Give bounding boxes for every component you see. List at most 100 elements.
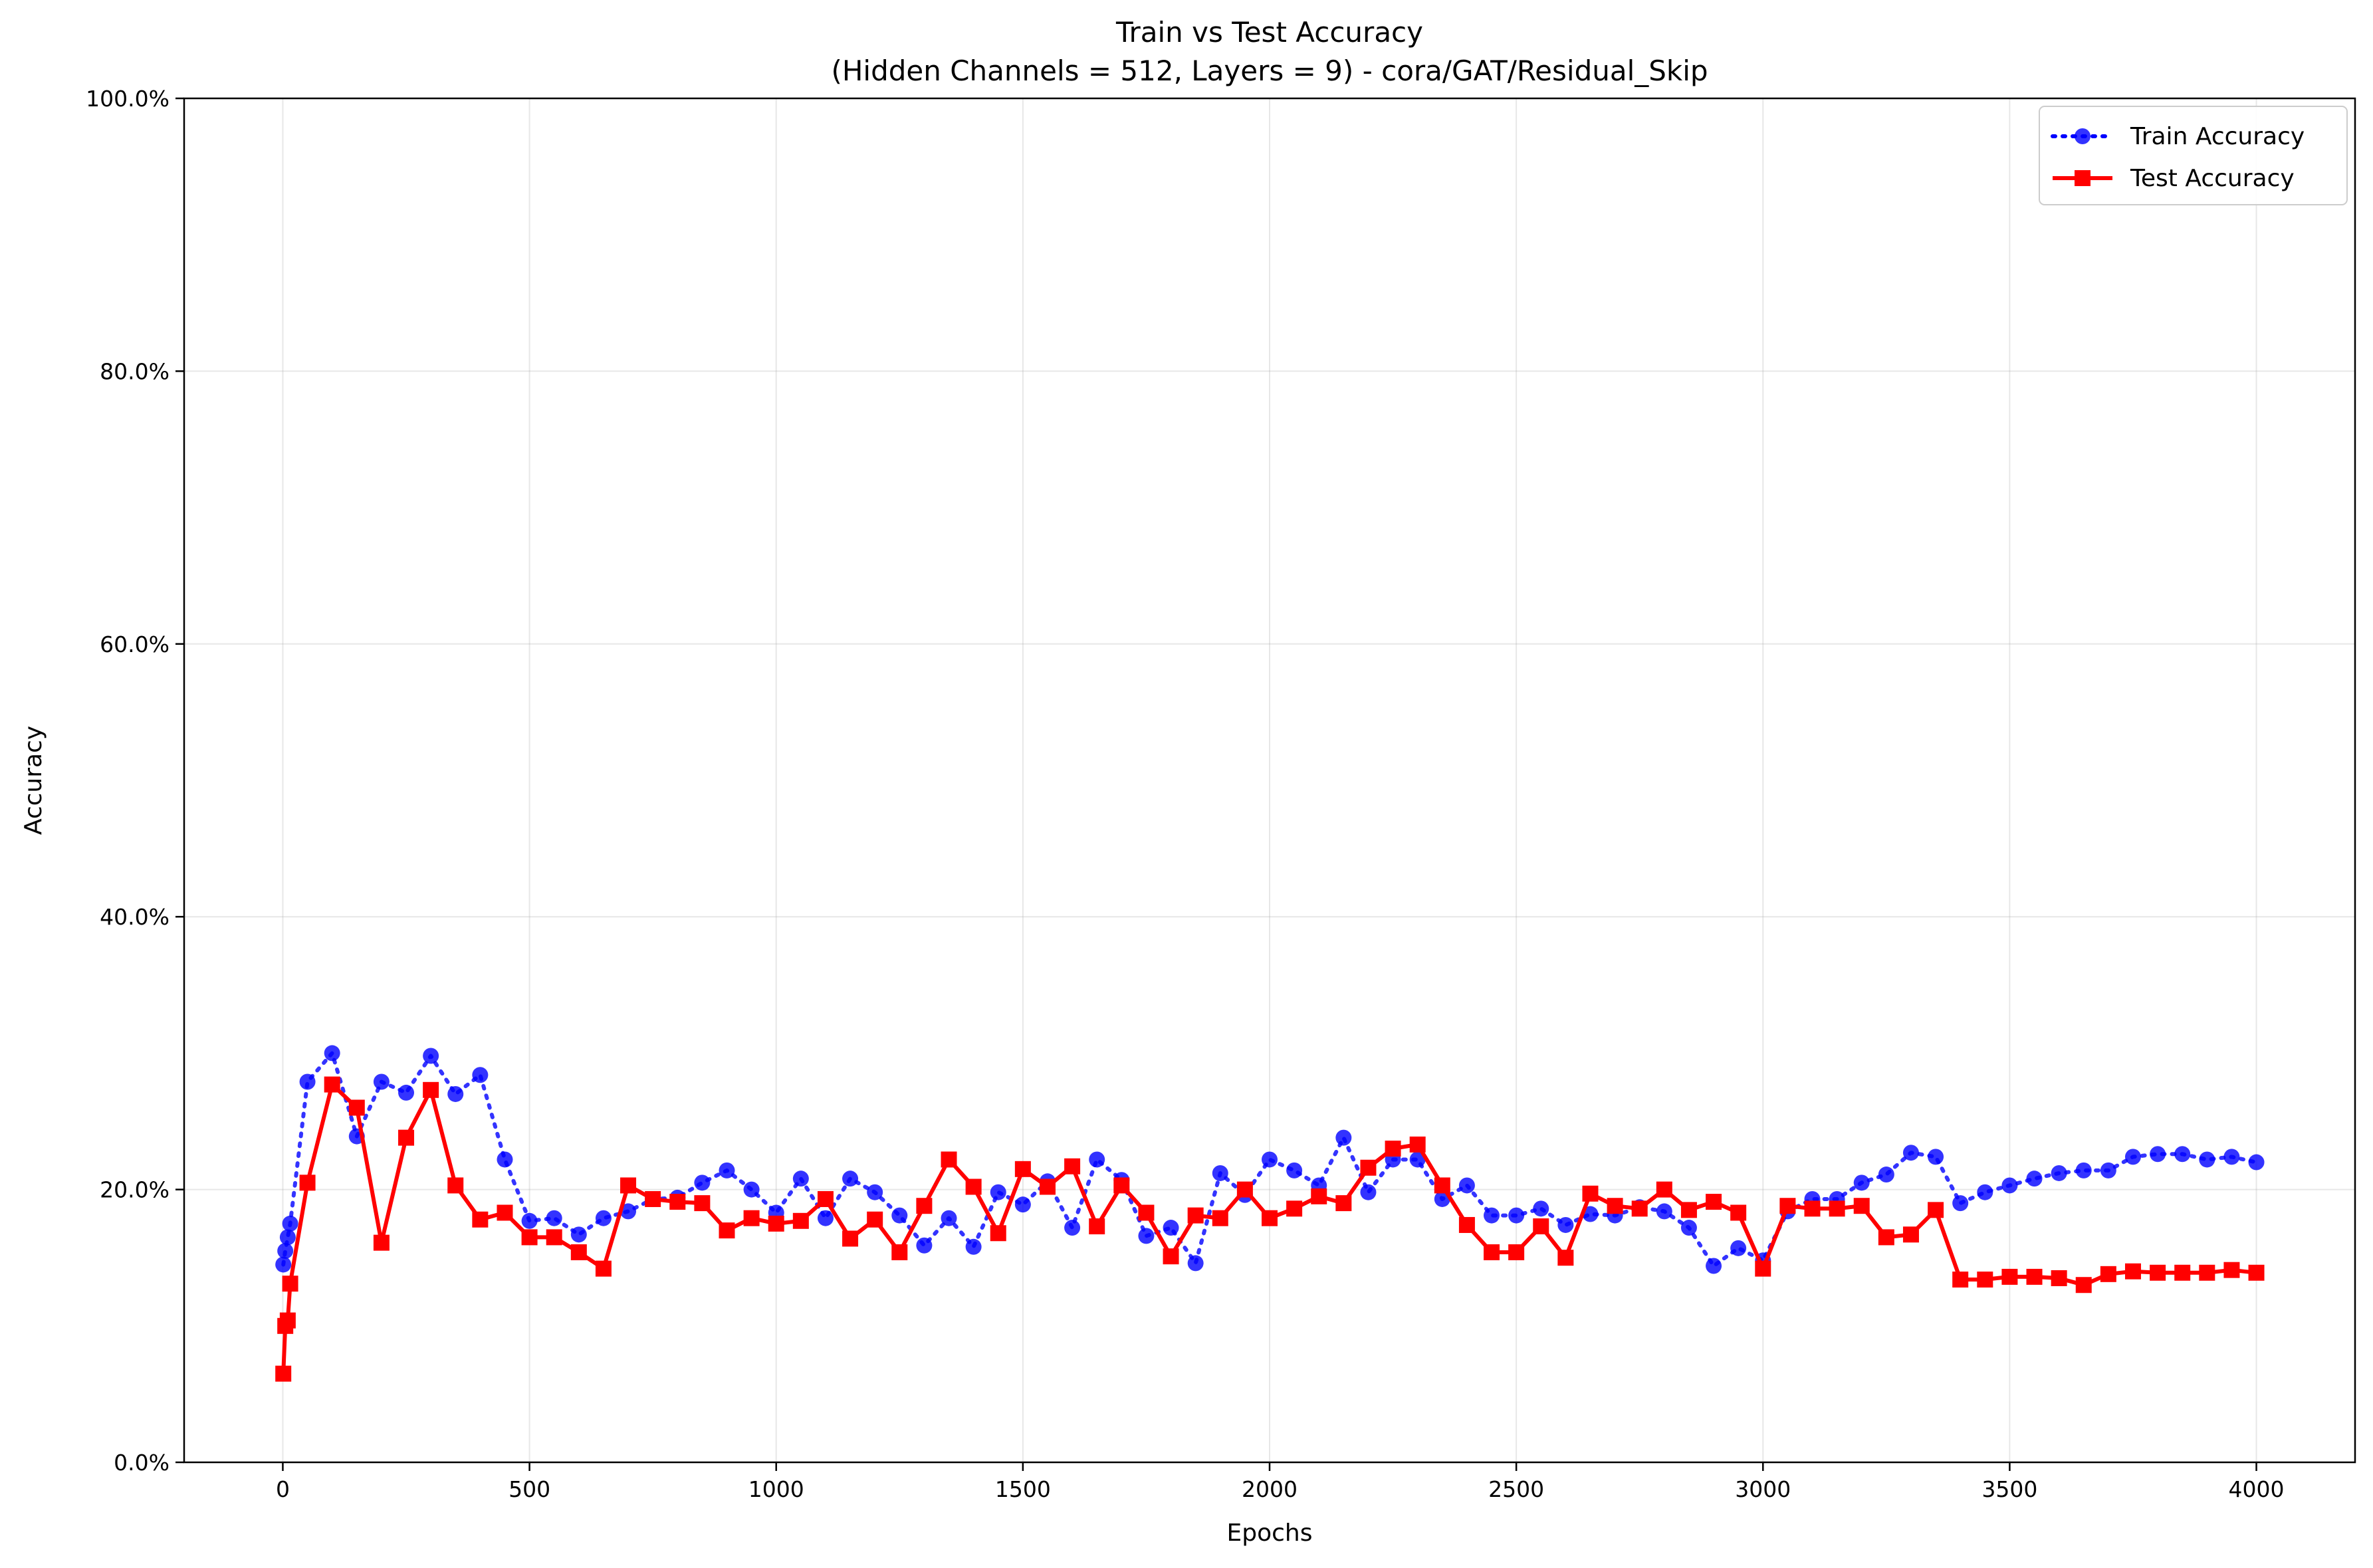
test-accuracy-point (645, 1190, 661, 1207)
test-accuracy-point (1508, 1244, 1525, 1260)
x-tick-label: 1500 (995, 1476, 1051, 1502)
test-accuracy-point (1262, 1210, 1278, 1226)
x-tick-label: 2000 (1242, 1476, 1298, 1502)
test-accuracy-point (398, 1129, 415, 1146)
test-accuracy-point (1212, 1210, 1228, 1226)
test-accuracy-point (2075, 1277, 2092, 1293)
legend-train-label: Train Accuracy (2130, 123, 2305, 150)
test-accuracy-point (768, 1215, 784, 1232)
test-accuracy-point (2051, 1270, 2067, 1286)
train-accuracy-point (620, 1203, 637, 1220)
train-accuracy-point (1952, 1195, 1969, 1212)
train-accuracy-point (1212, 1165, 1228, 1181)
test-accuracy-point (743, 1210, 760, 1226)
test-accuracy-point (1335, 1195, 1352, 1212)
test-accuracy-point (1533, 1218, 1549, 1235)
test-accuracy-point (1878, 1229, 1894, 1246)
train-accuracy-point (1138, 1228, 1155, 1244)
test-accuracy-point (1138, 1204, 1155, 1221)
train-accuracy-point (941, 1210, 957, 1226)
series-layer (275, 1045, 2265, 1382)
train-accuracy-point (1680, 1220, 1697, 1236)
train-accuracy-point (1089, 1151, 1105, 1168)
test-accuracy-point (595, 1260, 612, 1277)
test-accuracy-point (1089, 1218, 1105, 1235)
train-accuracy-point (275, 1256, 292, 1273)
x-tick-label: 500 (508, 1476, 550, 1502)
train-accuracy-point (2026, 1171, 2043, 1187)
test-accuracy-point (1853, 1198, 1870, 1214)
train-accuracy-point (867, 1184, 883, 1200)
test-accuracy-point (497, 1204, 513, 1221)
train-accuracy-point (570, 1226, 587, 1243)
x-tick-label: 1000 (748, 1476, 804, 1502)
x-axis-label: Epochs (1227, 1519, 1313, 1547)
legend-train-marker (2075, 128, 2090, 144)
test-accuracy-point (2150, 1264, 2166, 1281)
test-accuracy-point (1458, 1216, 1475, 1233)
train-accuracy-point (1730, 1240, 1747, 1256)
test-accuracy-point (1730, 1204, 1747, 1221)
train-accuracy-point (521, 1212, 538, 1229)
test-accuracy-point (694, 1195, 711, 1212)
train-accuracy-point (2248, 1154, 2265, 1171)
legend-test-marker (2075, 170, 2090, 186)
test-accuracy-point (1680, 1202, 1697, 1218)
train-accuracy-point (2075, 1162, 2092, 1178)
y-tick-label: 20.0% (100, 1177, 170, 1203)
test-accuracy-point (1360, 1159, 1377, 1176)
test-accuracy-point (1064, 1158, 1081, 1175)
legend-test-label: Test Accuracy (2130, 165, 2295, 192)
test-accuracy-point (1163, 1248, 1179, 1265)
test-accuracy-point (279, 1312, 296, 1329)
train-accuracy-point (694, 1175, 711, 1191)
test-accuracy-point (842, 1230, 859, 1247)
train-accuracy-point (1262, 1151, 1278, 1168)
test-accuracy-point (1311, 1188, 1327, 1204)
x-tick-label: 2500 (1488, 1476, 1544, 1502)
train-accuracy-point (792, 1171, 809, 1187)
test-accuracy-point (669, 1194, 686, 1210)
test-accuracy-point (891, 1244, 908, 1260)
train-accuracy-point (279, 1229, 296, 1246)
train-accuracy-point (2174, 1146, 2191, 1163)
train-accuracy-point (282, 1215, 298, 1232)
train-accuracy-point (1458, 1177, 1475, 1194)
test-accuracy-point (2100, 1266, 2116, 1282)
train-accuracy-point (373, 1073, 390, 1090)
train-accuracy-point (1360, 1184, 1377, 1200)
test-accuracy-point (990, 1225, 1006, 1242)
train-accuracy-point (2150, 1146, 2166, 1163)
train-accuracy-point (891, 1207, 908, 1224)
test-accuracy-point (916, 1198, 933, 1214)
test-accuracy-point (299, 1175, 316, 1191)
train-accuracy-point (990, 1184, 1006, 1200)
test-accuracy-point (620, 1177, 637, 1194)
train-accuracy-point (1286, 1162, 1303, 1178)
x-tick-label: 4000 (2229, 1476, 2285, 1502)
test-accuracy-point (2174, 1264, 2191, 1281)
test-accuracy-point (965, 1178, 982, 1195)
test-accuracy-point (373, 1234, 390, 1251)
grid-lines (184, 98, 2355, 1463)
test-accuracy-point (2124, 1263, 2141, 1280)
test-accuracy-point (1286, 1200, 1303, 1217)
test-accuracy-point (1755, 1260, 1771, 1277)
y-tick-label: 100.0% (86, 86, 170, 112)
train-accuracy-point (1014, 1196, 1031, 1213)
train-accuracy-point (1656, 1203, 1672, 1220)
test-accuracy-point (817, 1190, 834, 1207)
train-accuracy-point (423, 1048, 439, 1064)
train-accuracy-point (1582, 1206, 1599, 1222)
train-accuracy-point (1878, 1167, 1894, 1183)
test-accuracy-point (1952, 1272, 1969, 1288)
train-accuracy-point (2051, 1165, 2067, 1181)
train-accuracy-point (546, 1210, 562, 1226)
train-accuracy-point (1557, 1216, 1574, 1233)
test-accuracy-point (1187, 1207, 1204, 1224)
test-accuracy-point (1706, 1194, 1722, 1210)
test-accuracy-point (1779, 1198, 1796, 1214)
train-accuracy-point (2001, 1177, 2018, 1194)
